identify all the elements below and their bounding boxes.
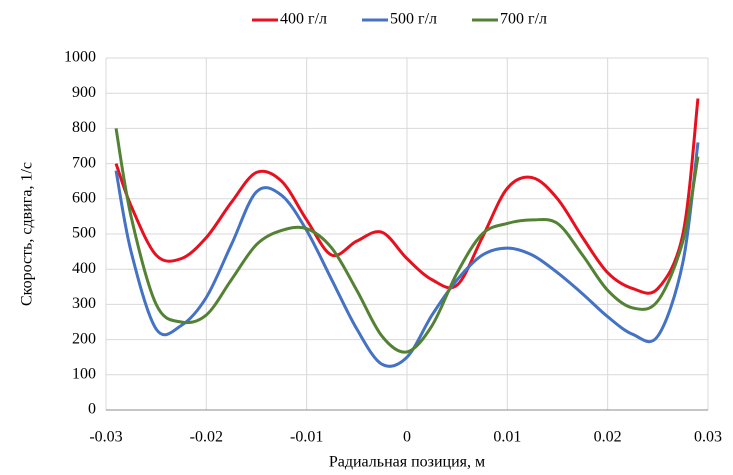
x-axis-label: Радиальная позиция, м bbox=[329, 454, 485, 471]
x-tick-label: -0.01 bbox=[290, 429, 323, 446]
x-tick-label: 0 bbox=[403, 429, 411, 446]
x-tick-label: 0.03 bbox=[694, 429, 722, 446]
legend-label: 500 г/л bbox=[390, 11, 437, 28]
x-tick-label: -0.02 bbox=[190, 429, 223, 446]
y-tick-label: 900 bbox=[72, 84, 96, 101]
y-axis-label: Скорость, сдвига, 1/с bbox=[19, 162, 36, 306]
y-tick-label: 100 bbox=[72, 365, 96, 382]
y-tick-label: 500 bbox=[72, 225, 96, 242]
legend-label: 700 г/л bbox=[500, 11, 547, 28]
legend-label: 400 г/л bbox=[280, 11, 327, 28]
y-tick-label: 300 bbox=[72, 295, 96, 312]
y-tick-label: 1000 bbox=[64, 49, 96, 66]
x-tick-label: -0.03 bbox=[89, 429, 122, 446]
x-tick-label: 0.02 bbox=[594, 429, 622, 446]
x-tick-label: 0.01 bbox=[493, 429, 521, 446]
y-tick-label: 400 bbox=[72, 260, 96, 277]
y-tick-label: 600 bbox=[72, 189, 96, 206]
data-line bbox=[114, 98, 700, 295]
y-tick-label: 700 bbox=[72, 154, 96, 171]
y-tick-label: 800 bbox=[72, 119, 96, 136]
data-line bbox=[114, 142, 700, 368]
y-tick-label: 0 bbox=[88, 401, 96, 418]
y-tick-label: 200 bbox=[72, 330, 96, 347]
data-line bbox=[114, 128, 700, 354]
